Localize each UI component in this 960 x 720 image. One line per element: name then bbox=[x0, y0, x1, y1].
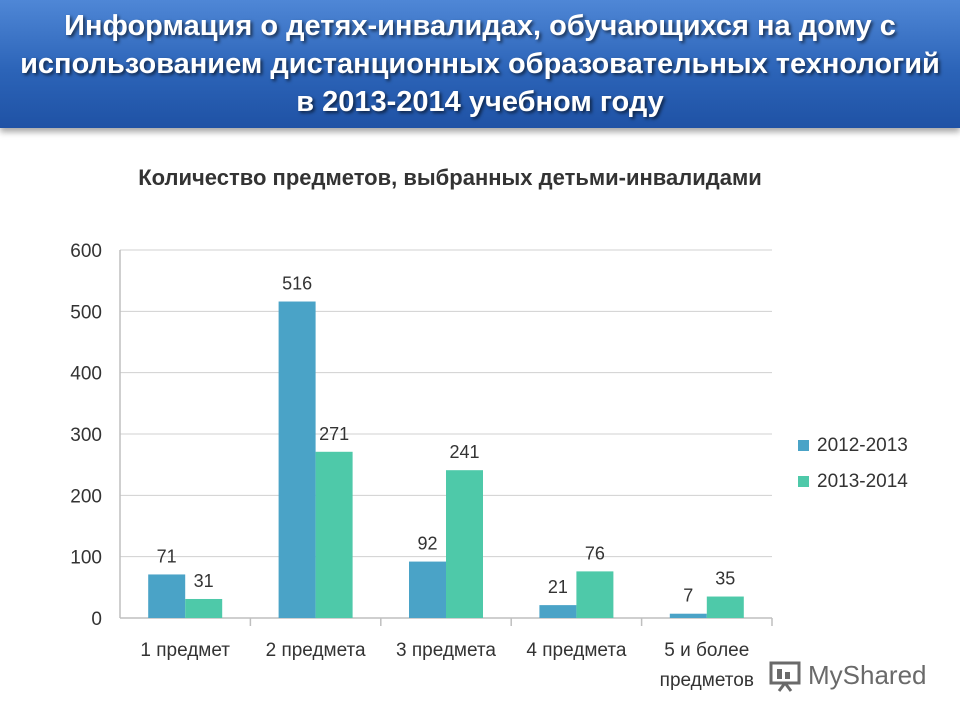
data-label: 76 bbox=[585, 543, 605, 563]
slide-title: Информация о детях-инвалидах, обучающихс… bbox=[20, 10, 940, 118]
watermark: MyShared bbox=[768, 655, 927, 695]
y-tick-label: 0 bbox=[91, 609, 102, 630]
bar-2012-2013 bbox=[539, 605, 577, 618]
y-tick-label: 400 bbox=[70, 364, 102, 385]
slide-header: Информация о детях-инвалидах, обучающихс… bbox=[0, 0, 960, 128]
data-label: 271 bbox=[319, 424, 349, 444]
data-label: 241 bbox=[449, 442, 479, 462]
chart-title: Количество предметов, выбранных детьми-и… bbox=[138, 165, 762, 190]
bar-2013-2014 bbox=[706, 596, 744, 618]
data-label: 31 bbox=[194, 571, 214, 591]
data-label: 21 bbox=[548, 577, 568, 597]
bar-2013-2014 bbox=[315, 451, 353, 618]
bar-2012-2013 bbox=[148, 574, 186, 618]
x-category-label: 3 предмета bbox=[396, 640, 496, 661]
legend-swatch bbox=[798, 440, 809, 451]
y-tick-label: 200 bbox=[70, 486, 102, 507]
x-category-label: 5 и более предметов bbox=[660, 640, 754, 691]
y-tick-label: 500 bbox=[70, 302, 102, 323]
watermark-text: MyShared bbox=[808, 659, 927, 690]
data-label: 71 bbox=[157, 546, 177, 566]
bar-2012-2013 bbox=[278, 301, 316, 618]
data-label: 35 bbox=[715, 569, 735, 589]
bar-2013-2014 bbox=[185, 598, 223, 618]
x-category-label: 1 предмет bbox=[140, 640, 230, 661]
bar-2013-2014 bbox=[446, 470, 483, 618]
legend-swatch bbox=[798, 476, 809, 487]
data-label: 7 bbox=[683, 586, 693, 606]
x-category-label: 2 предмета bbox=[266, 640, 366, 661]
data-label: 516 bbox=[282, 274, 312, 294]
data-label: 92 bbox=[417, 534, 437, 554]
presentation-board-icon bbox=[769, 661, 801, 692]
bar-2012-2013 bbox=[669, 613, 707, 618]
legend-label: 2013-2014 bbox=[817, 471, 908, 492]
legend-label: 2012-2013 bbox=[817, 435, 908, 456]
y-tick-label: 600 bbox=[70, 241, 102, 262]
y-tick-label: 300 bbox=[70, 425, 102, 446]
y-tick-label: 100 bbox=[70, 548, 102, 569]
bar-2013-2014 bbox=[576, 571, 614, 618]
x-category-label: 4 предмета bbox=[526, 640, 626, 661]
bar-2012-2013 bbox=[409, 561, 446, 618]
